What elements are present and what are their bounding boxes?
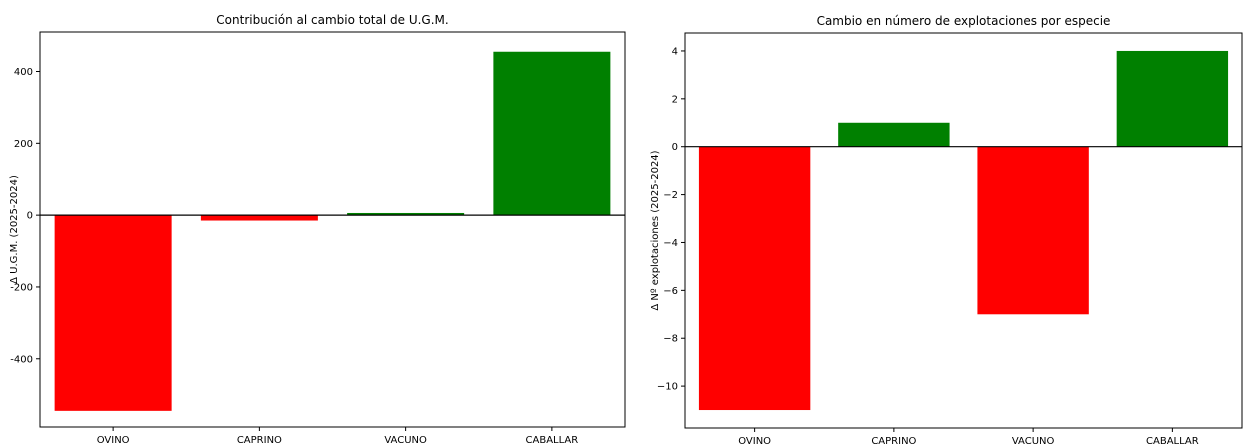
- x-tick-label: CABALLAR: [526, 435, 579, 445]
- y-tick-label: −10: [657, 382, 678, 393]
- y-axis-label: Δ U.G.M. (2025-2024): [9, 175, 20, 284]
- chart-1: -400 -200 0 200 400 OVINO CAPRINO VACUNO CABALLA…: [9, 13, 626, 445]
- plot-frame: [684, 32, 1243, 429]
- bar-caprino: [200, 215, 318, 221]
- x-tick-label: VACUNO: [384, 435, 427, 445]
- bar-ovino: [698, 146, 811, 411]
- y-tick-label: -400: [10, 354, 33, 365]
- y-tick-label: 0: [672, 142, 678, 153]
- chart-title: Cambio en número de explotaciones por es…: [817, 14, 1111, 28]
- x-tick-label: CABALLAR: [1146, 436, 1199, 445]
- y-axis-label: Δ Nº explotaciones (2025-2024): [650, 150, 661, 310]
- y-tick-label: −6: [663, 286, 678, 297]
- chart-2: −10 −8 −6 −4 −2 0 2 4 OVINO CAPRINO VACUNO CABALLAR…: [650, 14, 1243, 445]
- y-tick-label: 200: [14, 139, 33, 150]
- y-tick-label: 0: [27, 211, 33, 222]
- x-tick-label: OVINO: [97, 435, 130, 445]
- x-tick-label: OVINO: [738, 436, 771, 445]
- plot-frame: [39, 31, 626, 428]
- y-tick-label: -200: [10, 282, 33, 293]
- y-tick-label: 400: [14, 67, 33, 78]
- bar-vacuno: [347, 212, 465, 216]
- bar-caprino: [838, 122, 950, 147]
- bar-vacuno: [977, 146, 1089, 315]
- x-tick-label: VACUNO: [1012, 436, 1055, 445]
- y-tick-label: −2: [663, 190, 678, 201]
- y-tick-label: −8: [663, 334, 678, 345]
- bar-caballar: [1116, 50, 1229, 147]
- y-tick-label: 2: [672, 94, 678, 105]
- x-tick-label: CAPRINO: [237, 435, 282, 445]
- chart-title: Contribución al cambio total de U.G.M.: [216, 13, 448, 27]
- y-tick-label: 4: [672, 46, 678, 57]
- bar-caballar: [493, 51, 611, 216]
- bar-ovino: [54, 215, 172, 411]
- y-tick-label: −4: [663, 238, 678, 249]
- x-tick-label: CAPRINO: [871, 436, 916, 445]
